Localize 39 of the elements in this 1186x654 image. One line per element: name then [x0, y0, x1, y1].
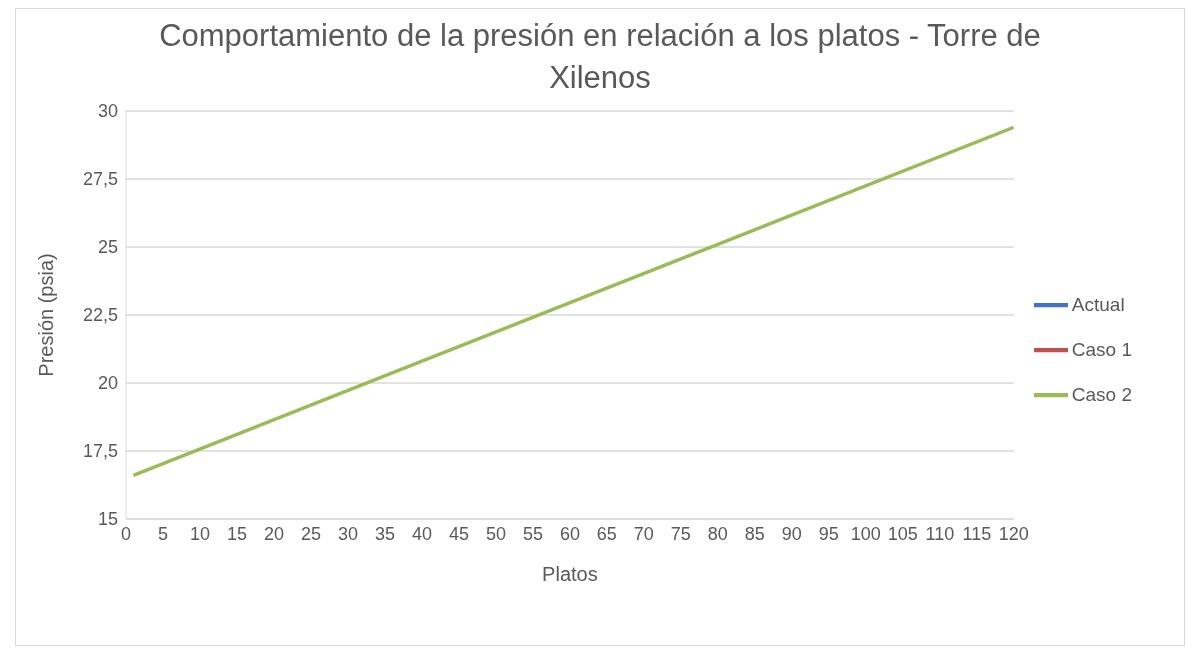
x-tick-label: 10 — [189, 523, 210, 544]
x-tick-label: 100 — [850, 523, 881, 544]
legend-label: Caso 2 — [1071, 383, 1132, 405]
x-tick-label: 20 — [263, 523, 284, 544]
x-tick-label: 55 — [522, 523, 543, 544]
x-tick-label: 90 — [781, 523, 802, 544]
chart-title: Comportamiento de la presión en relación a los platos - Torre de Xilenos — [158, 17, 1042, 97]
x-tick-label: 40 — [411, 523, 432, 544]
x-tick-label: 105 — [887, 523, 918, 544]
x-tick-label: 120 — [998, 523, 1029, 544]
x-tick-label: 15 — [226, 523, 247, 544]
y-tick-label: 20 — [97, 373, 118, 394]
x-tick-label: 45 — [448, 523, 469, 544]
x-tick-label: 110 — [925, 523, 955, 544]
x-tick-label: 60 — [559, 523, 580, 544]
x-tick-label: 115 — [962, 523, 992, 544]
x-tick-label: 70 — [633, 523, 654, 544]
y-tick-label: 27,5 — [82, 169, 118, 190]
x-tick-label: 25 — [300, 523, 321, 544]
x-tick-label: 65 — [596, 523, 617, 544]
x-tick-label: 75 — [670, 523, 691, 544]
x-tick-label: 50 — [485, 523, 506, 544]
y-tick-label: 22,5 — [82, 305, 118, 326]
y-tick-label: 30 — [97, 101, 118, 122]
x-axis-title: Platos — [542, 563, 598, 585]
x-tick-label: 0 — [120, 523, 132, 544]
y-tick-label: 15 — [97, 509, 118, 530]
x-tick-label: 30 — [337, 523, 358, 544]
legend-label: Caso 1 — [1071, 338, 1132, 360]
y-axis-title: Presión (psia) — [35, 253, 58, 377]
y-tick-label: 17,5 — [82, 441, 118, 462]
x-tick-label: 80 — [707, 523, 728, 544]
line-series — [131, 125, 1014, 478]
x-tick-label: 35 — [374, 523, 395, 544]
x-tick-label: 85 — [744, 523, 765, 544]
x-tick-label: 5 — [157, 523, 168, 544]
x-tick-label: 95 — [818, 523, 839, 544]
legend-label: Actual — [1071, 293, 1125, 315]
y-tick-label: 25 — [97, 237, 118, 258]
